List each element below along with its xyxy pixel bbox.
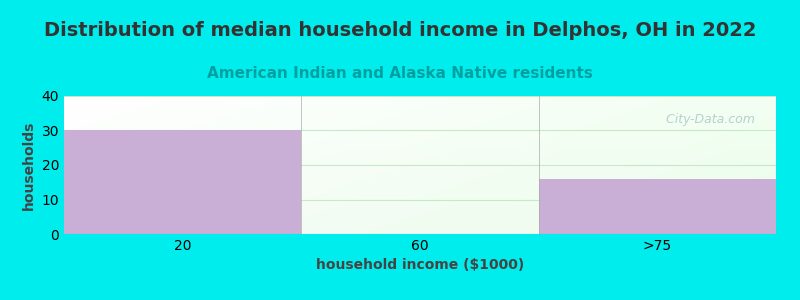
Text: Distribution of median household income in Delphos, OH in 2022: Distribution of median household income … <box>44 21 756 40</box>
Y-axis label: households: households <box>22 120 36 210</box>
Text: American Indian and Alaska Native residents: American Indian and Alaska Native reside… <box>207 66 593 81</box>
X-axis label: household income ($1000): household income ($1000) <box>316 258 524 272</box>
Bar <box>538 179 776 234</box>
Bar <box>64 130 302 234</box>
Text: City-Data.com: City-Data.com <box>658 112 754 126</box>
